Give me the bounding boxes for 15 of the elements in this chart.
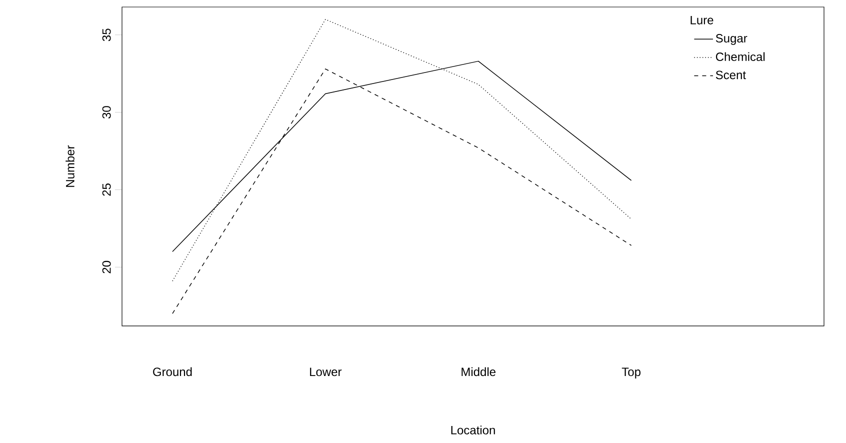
y-axis-title: Number bbox=[66, 145, 74, 187]
y-tick-label: 20 bbox=[102, 260, 111, 274]
x-tick-label: Middle bbox=[462, 367, 496, 376]
x-axis-title: Location bbox=[451, 426, 495, 434]
legend-label: Sugar bbox=[716, 34, 748, 45]
y-tick-label: 25 bbox=[102, 184, 111, 196]
y-tick-label: 30 bbox=[102, 106, 111, 119]
legend-label: Scent bbox=[716, 70, 746, 80]
legend-title: Lure bbox=[690, 16, 714, 24]
line-series bbox=[172, 19, 632, 282]
x-tick-label: Lower bbox=[310, 368, 342, 376]
legend-label: Chemical bbox=[716, 52, 765, 62]
y-tick-label: 35 bbox=[102, 28, 111, 42]
x-tick-label: Ground bbox=[153, 367, 192, 376]
x-tick-label: Top bbox=[622, 368, 640, 378]
